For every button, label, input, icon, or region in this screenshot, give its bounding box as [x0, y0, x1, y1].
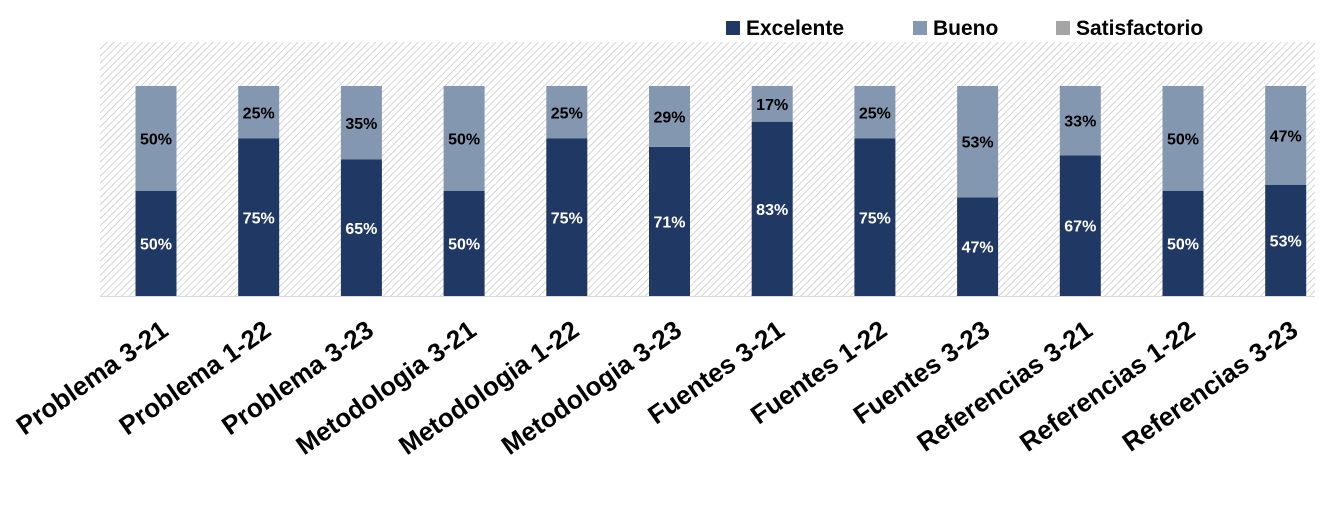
data-label: 47% [962, 240, 994, 257]
data-label: 50% [448, 237, 480, 254]
bar-segment-excelente [649, 146, 690, 296]
bar-segment-bueno [238, 86, 280, 139]
bar-segment-bueno [1059, 86, 1101, 156]
bar-segment-bueno [1162, 86, 1204, 191]
data-label: 50% [140, 132, 172, 149]
bar-segment-excelente [1059, 155, 1101, 296]
legend-swatch-bueno [913, 21, 927, 35]
data-label: 25% [551, 105, 583, 122]
bar-segment-excelente [854, 138, 896, 296]
bar-segment-excelente [1162, 191, 1204, 296]
data-label: 53% [1270, 233, 1302, 250]
legend: Excelente Bueno Satisfactorio [726, 17, 1203, 40]
data-label: 25% [859, 105, 891, 122]
x-axis-tick-label: Referencias 3-23 [1117, 314, 1304, 457]
x-axis-tick-label: Metodologia 3-23 [496, 314, 687, 460]
plot-area-background [100, 42, 1315, 297]
data-labels: 50% 50% 75% 25% 65% 35% 50% 50% 75% 25% 71% 29% 83% 1… [140, 97, 1302, 257]
legend-label-excelente: Excelente [746, 17, 844, 40]
bar-segment-excelente [443, 191, 485, 296]
x-axis-tick-label: Metodologia 1-22 [393, 314, 584, 460]
bar-segment-bueno [443, 86, 485, 191]
data-label: 47% [1270, 128, 1302, 145]
data-label: 71% [653, 214, 685, 231]
bar-segment-excelente [1265, 184, 1307, 296]
data-label: 29% [653, 109, 685, 126]
data-label: 50% [1167, 237, 1199, 254]
bar-segment-excelente [751, 121, 793, 296]
data-label: 35% [345, 116, 377, 133]
legend-swatch-excelente [726, 21, 740, 35]
bar-segment-bueno [546, 86, 588, 139]
bar-segment-bueno [1265, 86, 1307, 185]
data-label: 50% [448, 132, 480, 149]
data-label: 83% [756, 202, 788, 219]
data-label: 50% [1167, 132, 1199, 149]
bar-segment-bueno [957, 86, 999, 198]
data-label: 17% [756, 97, 788, 114]
bar-segment-excelente [957, 197, 999, 296]
x-axis-tick-label: Metodologia 3-21 [290, 314, 481, 460]
legend-label-satisfactorio: Satisfactorio [1076, 17, 1203, 40]
bar-segment-excelente [238, 138, 280, 296]
bar-segment-excelente [546, 138, 588, 296]
bar-segment-bueno [340, 86, 382, 160]
data-label: 75% [859, 210, 891, 227]
legend-swatch-satisfactorio [1056, 21, 1070, 35]
data-label: 33% [1064, 114, 1096, 131]
data-label: 25% [243, 105, 275, 122]
bar-segment-bueno [649, 86, 690, 147]
x-axis-tick-label: Referencias 1-22 [1014, 314, 1201, 457]
x-axis-tick-label: Referencias 3-21 [911, 314, 1098, 457]
data-label: 50% [140, 237, 172, 254]
data-label: 75% [243, 210, 275, 227]
data-label: 75% [551, 210, 583, 227]
bar-segment-excelente [340, 159, 382, 296]
legend-label-bueno: Bueno [933, 17, 998, 40]
data-label: 53% [962, 135, 994, 152]
bar-segment-bueno [854, 86, 896, 139]
data-label: 67% [1064, 219, 1096, 236]
bar-segment-excelente [135, 191, 177, 296]
bars [135, 86, 1307, 296]
data-label: 65% [345, 221, 377, 238]
bar-segment-bueno [135, 86, 177, 191]
bar-segment-bueno [751, 86, 793, 122]
